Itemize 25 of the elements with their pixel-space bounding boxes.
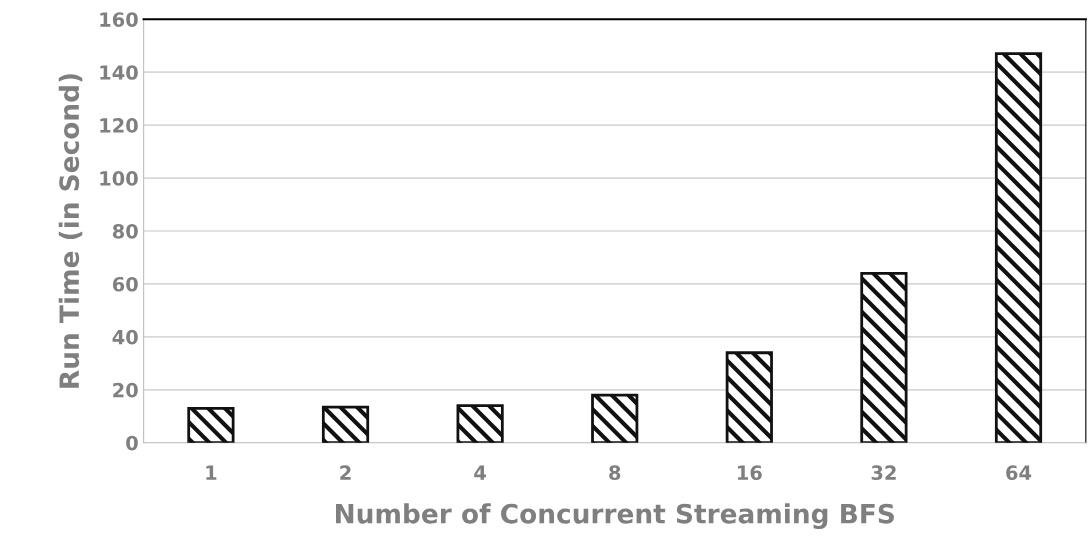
bar	[187, 406, 235, 443]
y-tick-label: 120	[100, 118, 138, 133]
y-axis-title: Run Time (in Second)	[58, 74, 83, 388]
bar	[591, 393, 639, 443]
y-tick-label: 140	[100, 65, 138, 80]
x-tick-label: 1	[206, 465, 217, 480]
y-tick-label: 40	[112, 329, 138, 345]
x-axis-title: Number of Concurrent Streaming BFS	[336, 503, 894, 529]
bar	[456, 404, 504, 443]
y-tick-label: 100	[100, 171, 138, 186]
x-tick-label: 16	[737, 465, 762, 481]
y-tick-label: 60	[112, 276, 138, 292]
y-tick-label: 160	[100, 12, 138, 27]
x-tick-label: 8	[609, 465, 621, 481]
y-tick-label: 80	[112, 223, 138, 239]
y-tick-label: 20	[113, 382, 138, 398]
x-tick-label: 64	[1006, 465, 1032, 481]
bar	[994, 52, 1043, 443]
bar	[321, 405, 370, 443]
bar	[725, 351, 773, 443]
x-tick-label: 4	[474, 465, 486, 480]
bar	[860, 271, 908, 443]
y-tick-label: 0	[126, 435, 138, 451]
x-tick-label: 32	[871, 465, 896, 481]
x-tick-label: 2	[340, 465, 351, 480]
